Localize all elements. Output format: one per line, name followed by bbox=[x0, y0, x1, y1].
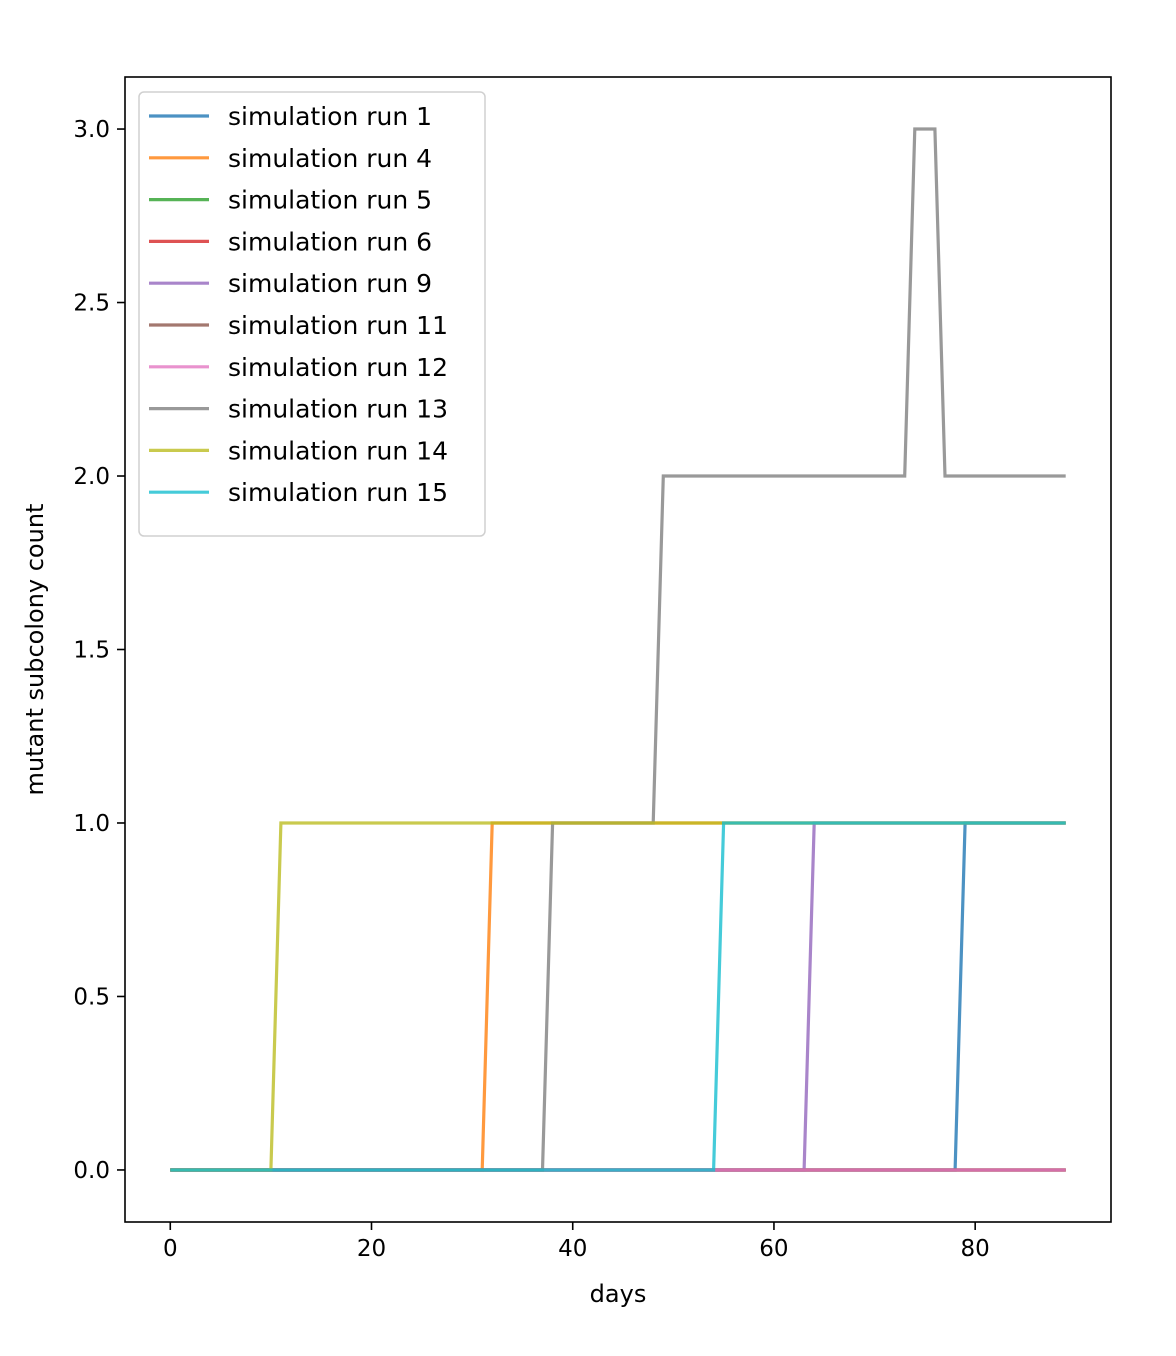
series-line-8 bbox=[170, 127, 1066, 1172]
x-tick-label: 20 bbox=[357, 1236, 386, 1262]
y-axis-label: mutant subcolony count bbox=[21, 504, 49, 796]
legend-label-5: simulation run 9 bbox=[228, 269, 432, 298]
legend-label-3: simulation run 5 bbox=[228, 186, 432, 215]
series-lines bbox=[170, 127, 1066, 1172]
y-axis: 0.0 0.5 1.0 1.5 2.0 2.5 3.0 bbox=[73, 117, 125, 1184]
x-tick-label: 80 bbox=[961, 1236, 990, 1262]
legend-box bbox=[138, 91, 486, 537]
legend: simulation run 1 simulation run 4 simulati… bbox=[138, 91, 486, 537]
series-line-10 bbox=[170, 821, 1066, 1172]
y-tick-label: 2.5 bbox=[73, 291, 110, 317]
series-line-1 bbox=[170, 821, 1066, 1172]
series-line-5 bbox=[170, 821, 1066, 1172]
series-line-9 bbox=[170, 821, 1066, 1172]
x-axis-label: days bbox=[590, 1280, 647, 1308]
legend-label-1: simulation run 1 bbox=[228, 102, 432, 131]
x-axis: 0 20 40 60 80 bbox=[163, 1222, 990, 1262]
series-line-2 bbox=[170, 821, 1066, 1172]
legend-label-9: simulation run 14 bbox=[228, 436, 448, 465]
x-tick-label: 0 bbox=[163, 1236, 178, 1262]
legend-label-8: simulation run 13 bbox=[228, 395, 448, 424]
legend-label-6: simulation run 11 bbox=[228, 311, 448, 340]
y-tick-label: 3.0 bbox=[73, 117, 110, 143]
x-tick-label: 40 bbox=[558, 1236, 587, 1262]
y-tick-label: 1.5 bbox=[73, 638, 110, 664]
y-tick-label: 2.0 bbox=[73, 464, 110, 490]
y-tick-label: 0.5 bbox=[73, 984, 110, 1010]
y-tick-label: 0.0 bbox=[73, 1158, 110, 1184]
y-tick-label: 1.0 bbox=[73, 811, 110, 837]
legend-label-7: simulation run 12 bbox=[228, 353, 448, 382]
legend-label-2: simulation run 4 bbox=[228, 144, 432, 173]
x-tick-label: 60 bbox=[759, 1236, 788, 1262]
legend-label-4: simulation run 6 bbox=[228, 227, 432, 256]
legend-label-10: simulation run 15 bbox=[228, 478, 448, 507]
